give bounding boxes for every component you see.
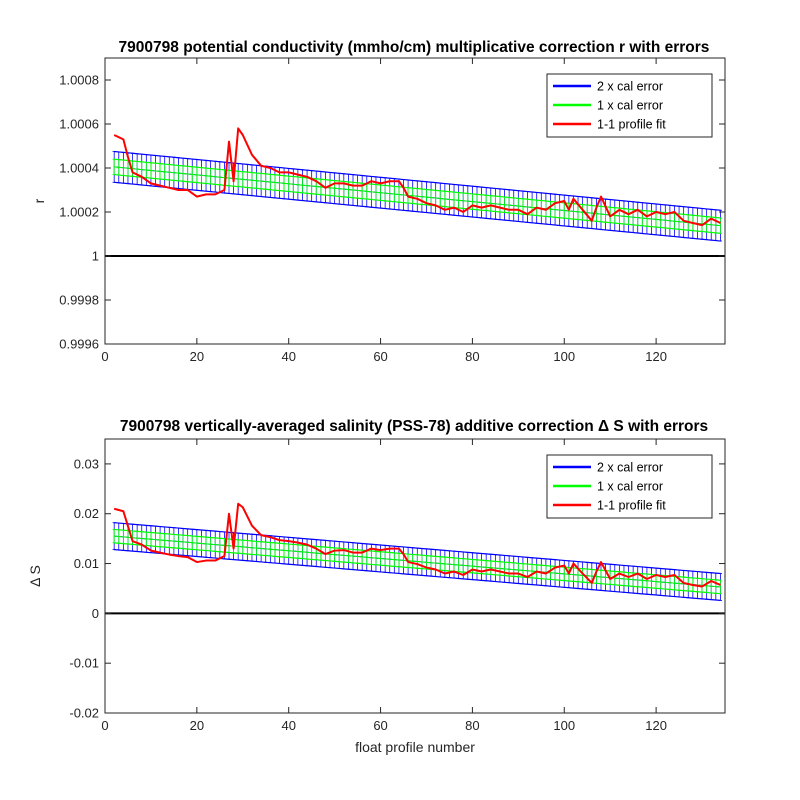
cal1-center-line bbox=[114, 166, 721, 227]
plot-frame bbox=[104, 57, 726, 345]
profile-fit-line bbox=[113, 502, 721, 588]
panel-title: 7900798 vertically-averaged salinity (PS… bbox=[120, 418, 708, 435]
y-tick-label: 0.9998 bbox=[59, 293, 99, 308]
axis-ticks: 0 20 40 60 80 100 120 0.9996 0.9998 1 1.0002 1.0004… bbox=[59, 58, 725, 364]
x-tick-label: 20 bbox=[190, 718, 204, 733]
legend-label-cal1: 1 x cal error bbox=[597, 99, 663, 113]
y-tick-label: 0.02 bbox=[74, 506, 99, 521]
salinity-correction-panel: 7900798 vertically-averaged salinity (PS… bbox=[27, 418, 726, 755]
plot-frame bbox=[104, 438, 726, 714]
cal2-lower-bound bbox=[114, 181, 721, 242]
profile-fit-line bbox=[113, 127, 721, 227]
y-tick-label: 0.03 bbox=[74, 456, 99, 471]
conductivity-correction-panel: 7900798 potential conductivity (mmho/cm)… bbox=[31, 39, 726, 364]
y-axis-label: Δ S bbox=[27, 565, 43, 587]
cal2-lower-bound bbox=[114, 549, 721, 602]
x-tick-label: 40 bbox=[281, 718, 295, 733]
x-tick-label: 80 bbox=[465, 718, 479, 733]
x-tick-label: 60 bbox=[373, 718, 387, 733]
x-tick-label: 120 bbox=[645, 349, 667, 364]
cal1-upper-bound bbox=[114, 158, 721, 219]
x-tick-label: 60 bbox=[373, 349, 387, 364]
legend-label-cal2: 2 x cal error bbox=[597, 80, 663, 94]
y-tick-label: 1 bbox=[92, 249, 99, 264]
legend-label-fit: 1-1 profile fit bbox=[597, 499, 666, 513]
cal2-upper-bound bbox=[114, 522, 721, 575]
y-tick-label: -0.01 bbox=[69, 656, 99, 671]
y-tick-label: -0.02 bbox=[69, 706, 99, 721]
cal1-center-line bbox=[114, 535, 721, 588]
y-tick-label: 1.0006 bbox=[59, 117, 99, 132]
panel-title: 7900798 potential conductivity (mmho/cm)… bbox=[119, 39, 710, 56]
x-tick-label: 40 bbox=[281, 349, 295, 364]
x-tick-label: 0 bbox=[101, 718, 108, 733]
cal1-error-series bbox=[112, 158, 723, 234]
x-axis-label: float profile number bbox=[355, 739, 475, 755]
x-tick-label: 100 bbox=[553, 349, 575, 364]
legend: 2 x cal error 1 x cal error 1-1 profile … bbox=[546, 454, 713, 519]
x-tick-label: 0 bbox=[101, 349, 108, 364]
x-tick-label: 120 bbox=[645, 718, 667, 733]
cal-error-bars bbox=[112, 150, 723, 242]
x-tick-label: 20 bbox=[190, 349, 204, 364]
y-tick-label: 1.0002 bbox=[59, 205, 99, 220]
y-tick-label: 0.9996 bbox=[59, 337, 99, 352]
y-tick-label: 0 bbox=[92, 606, 99, 621]
cal1-upper-bound bbox=[114, 528, 721, 581]
cal1-lower-bound bbox=[114, 174, 721, 234]
profile-fit-layer bbox=[113, 502, 721, 588]
y-tick-label: 1.0004 bbox=[59, 161, 99, 176]
legend: 2 x cal error 1 x cal error 1-1 profile … bbox=[546, 73, 713, 138]
legend-label-cal2: 2 x cal error bbox=[597, 461, 663, 475]
profile-fit-layer bbox=[113, 127, 721, 227]
y-tick-label: 1.0008 bbox=[59, 73, 99, 88]
cal1-lower-bound bbox=[114, 542, 721, 595]
legend-label-cal1: 1 x cal error bbox=[597, 480, 663, 494]
x-tick-label: 80 bbox=[465, 349, 479, 364]
x-tick-label: 100 bbox=[553, 718, 575, 733]
legend-label-fit: 1-1 profile fit bbox=[597, 118, 666, 132]
y-tick-label: 0.01 bbox=[74, 556, 99, 571]
axis-ticks: 0 20 40 60 80 100 120 -0.02 -0.01 0 0.01 0.02 0.03 bbox=[69, 439, 725, 733]
cal2-upper-bound bbox=[114, 150, 721, 211]
y-axis-label: r bbox=[31, 198, 47, 203]
